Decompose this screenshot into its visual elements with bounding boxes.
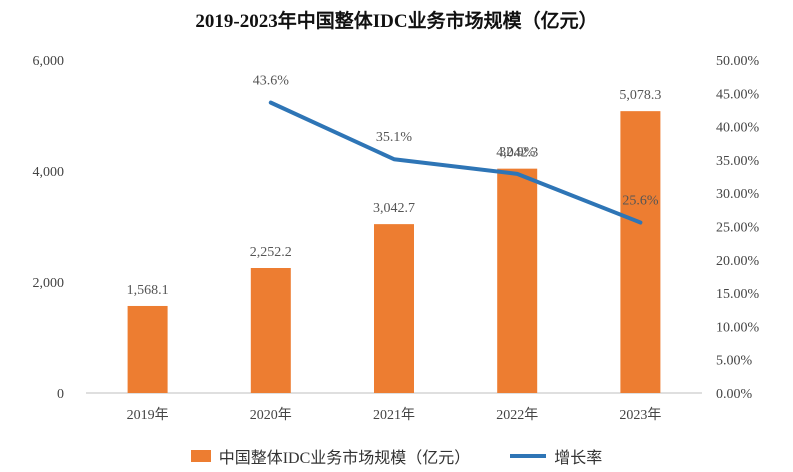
bar-data-label: 3,042.7 — [373, 201, 415, 216]
bar — [497, 168, 538, 393]
left-axis-tick-label: 0 — [57, 387, 64, 402]
legend-item-line: 增长率 — [510, 444, 602, 468]
legend-item-bar: 中国整体IDC业务市场规模（亿元） — [190, 444, 471, 468]
right-axis-tick-label: 0.00% — [716, 387, 753, 402]
left-axis-tick-label: 6,000 — [33, 54, 65, 69]
right-axis-tick-label: 25.00% — [716, 221, 760, 236]
right-axis-tick-label: 20.00% — [716, 254, 760, 269]
right-axis-tick-label: 45.00% — [716, 87, 760, 102]
right-axis-tick-label: 10.00% — [716, 320, 760, 335]
line-data-label: 32.9% — [499, 145, 536, 160]
legend: 中国整体IDC业务市场规模（亿元） 增长率 — [0, 444, 793, 468]
bar — [620, 111, 661, 393]
right-axis-tick-label: 15.00% — [716, 287, 760, 302]
right-axis-tick-label: 40.00% — [716, 121, 760, 136]
bar-data-label: 1,568.1 — [127, 283, 169, 298]
bar-data-label: 5,078.3 — [619, 88, 661, 103]
bar — [250, 268, 291, 393]
bar-data-label: 2,252.2 — [250, 245, 292, 260]
left-axis-tick-label: 4,000 — [33, 165, 65, 180]
line-data-label: 25.6% — [622, 194, 659, 209]
line-data-label: 43.6% — [253, 74, 290, 89]
x-axis-tick-label: 2023年 — [619, 407, 661, 423]
bar — [127, 305, 168, 393]
x-axis-tick-label: 2022年 — [496, 407, 538, 423]
bar — [374, 224, 414, 393]
x-axis-tick-label: 2021年 — [373, 407, 415, 423]
legend-label-line: 增长率 — [554, 450, 603, 467]
right-axis-tick-label: 35.00% — [716, 154, 760, 169]
right-axis-tick-label: 5.00% — [716, 354, 753, 369]
legend-label-bar: 中国整体IDC业务市场规模（亿元） — [218, 450, 471, 467]
bar-data-label: 4,042.3 — [496, 146, 538, 161]
left-axis-tick-label: 2,000 — [33, 276, 65, 291]
right-axis-tick-label: 50.00% — [716, 54, 760, 69]
legend-swatch-bar — [190, 450, 211, 462]
x-axis-tick-label: 2019年 — [127, 407, 169, 423]
legend-swatch-line — [510, 454, 547, 458]
growth-rate-line — [268, 100, 643, 225]
x-axis-tick-label: 2020年 — [250, 407, 292, 423]
line-data-label: 35.1% — [376, 130, 413, 145]
right-axis-tick-label: 30.00% — [716, 187, 760, 202]
chart-title: 2019-2023年中国整体IDC业务市场规模（亿元） — [195, 11, 598, 32]
